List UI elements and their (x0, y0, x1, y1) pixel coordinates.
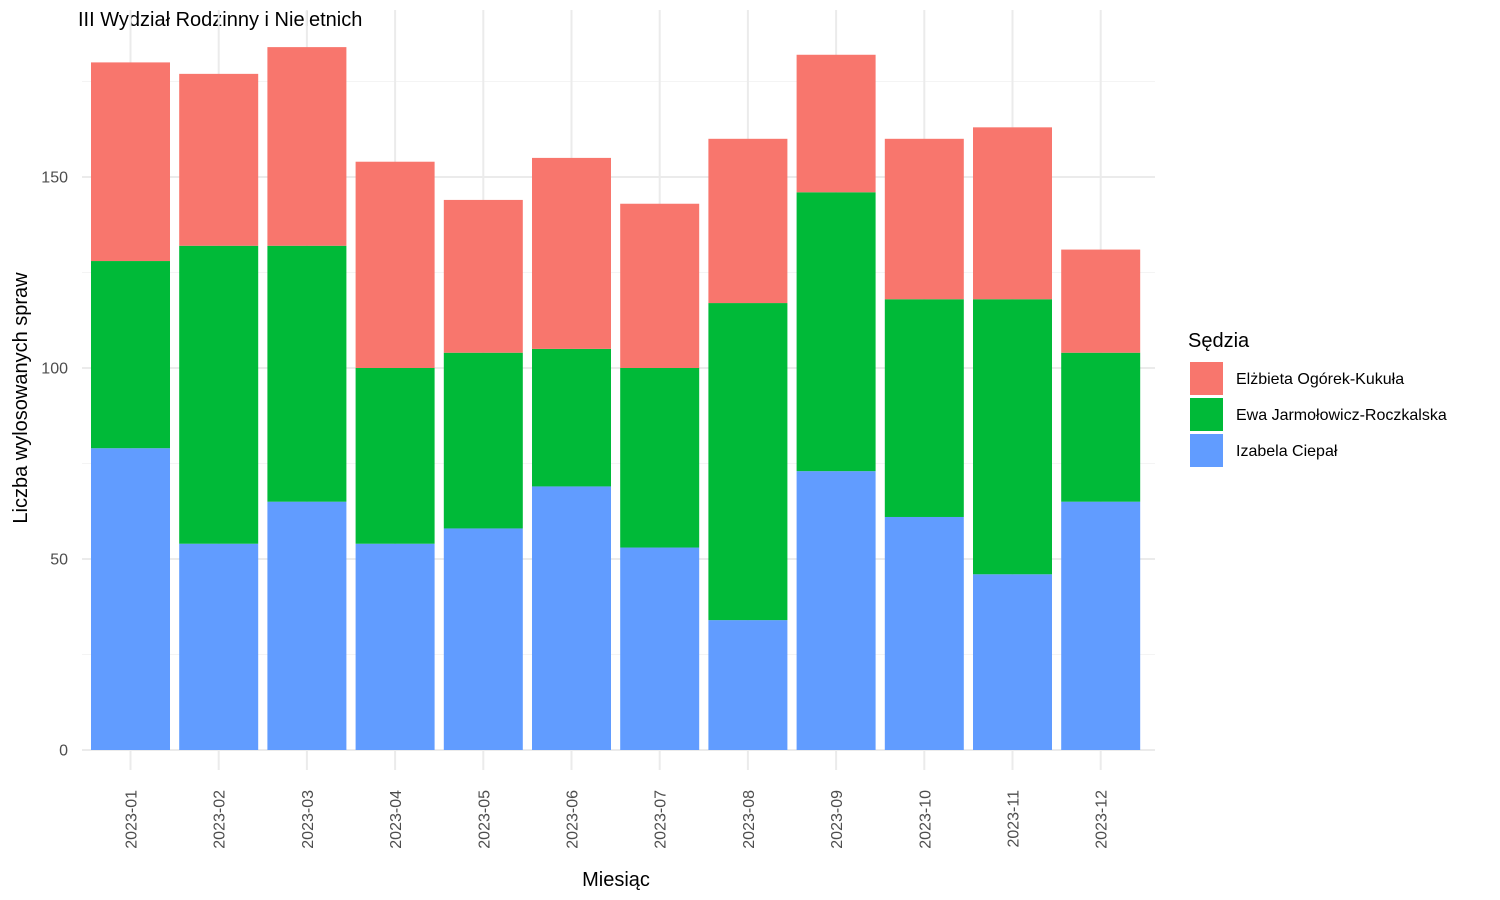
bar-segment (91, 448, 170, 750)
legend-swatch (1190, 398, 1223, 431)
bar-segment (532, 486, 611, 750)
x-tick-label: 2023-01 (124, 790, 141, 849)
bars (91, 47, 1141, 750)
x-tick-label: 2023-03 (300, 790, 317, 849)
bar-segment (1061, 501, 1141, 750)
bar-segment (532, 348, 611, 487)
y-axis-title: Liczba wylosowanych spraw (10, 272, 32, 524)
x-tick-label: 2023-05 (476, 790, 493, 849)
legend: Sędzia Elżbieta Ogórek-Kukuła Ewa Jarmoło… (1188, 330, 1447, 467)
bar-segment (179, 73, 259, 246)
x-axis-ticks: 2023-01 2023-02 2023-03 2023-04 2023-05 2023-… (124, 790, 1111, 849)
bar-segment (620, 368, 700, 548)
bar-segment (91, 62, 170, 262)
x-tick-label: 2023-10 (917, 790, 934, 849)
bar-segment (708, 620, 788, 750)
legend-swatch (1190, 434, 1223, 467)
bar-segment (355, 543, 435, 750)
bar-segment (973, 574, 1052, 750)
legend-label: Elżbieta Ogórek-Kukuła (1236, 371, 1404, 388)
x-tick-label: 2023-09 (829, 790, 846, 849)
bar-segment (1061, 352, 1141, 502)
bar-segment (708, 303, 788, 621)
x-tick-label: 2023-02 (212, 790, 229, 849)
bar-segment (1061, 249, 1141, 353)
x-axis-title: Miesiąc (582, 869, 650, 891)
bar-segment (443, 199, 523, 353)
legend-title: Sędzia (1188, 330, 1250, 352)
x-tick-label: 2023-11 (1006, 790, 1023, 848)
bar-segment (620, 547, 700, 750)
x-tick-label: 2023-07 (653, 790, 670, 849)
y-tick-label: 50 (50, 552, 68, 569)
bar-segment (532, 157, 611, 349)
bar-segment (355, 161, 435, 368)
bar-segment (884, 299, 964, 517)
x-tick-label: 2023-08 (741, 790, 758, 849)
legend-label: Izabela Ciepał (1236, 443, 1338, 460)
y-tick-label: 0 (59, 743, 68, 760)
legend-label: Ewa Jarmołowicz-Roczkalska (1236, 407, 1447, 424)
bar-segment (796, 471, 876, 750)
legend-swatch (1190, 362, 1223, 395)
bar-segment (179, 543, 259, 750)
bar-segment (267, 47, 347, 246)
bar-segment (267, 245, 347, 502)
bar-segment (796, 192, 876, 472)
bar-segment (884, 138, 964, 300)
chart-title: III Wydział Rodzinny i Nieletnich (78, 9, 362, 31)
bar-segment (443, 528, 523, 750)
bar-segment (443, 352, 523, 529)
y-axis-ticks: 0 50 100 150 (41, 170, 68, 760)
x-tick-label: 2023-06 (565, 790, 582, 849)
bar-segment (973, 299, 1052, 575)
bar-segment (620, 203, 700, 368)
y-tick-label: 100 (41, 361, 68, 378)
bar-segment (355, 368, 435, 544)
bar-segment (973, 127, 1052, 300)
y-tick-label: 150 (41, 170, 68, 187)
bar-segment (796, 54, 876, 193)
x-tick-label: 2023-12 (1094, 790, 1111, 849)
bar-segment (267, 501, 347, 750)
x-tick-label: 2023-04 (388, 790, 405, 849)
bar-segment (708, 138, 788, 304)
bar-segment (179, 245, 259, 544)
bar-segment (884, 516, 964, 750)
bar-segment (91, 261, 170, 449)
